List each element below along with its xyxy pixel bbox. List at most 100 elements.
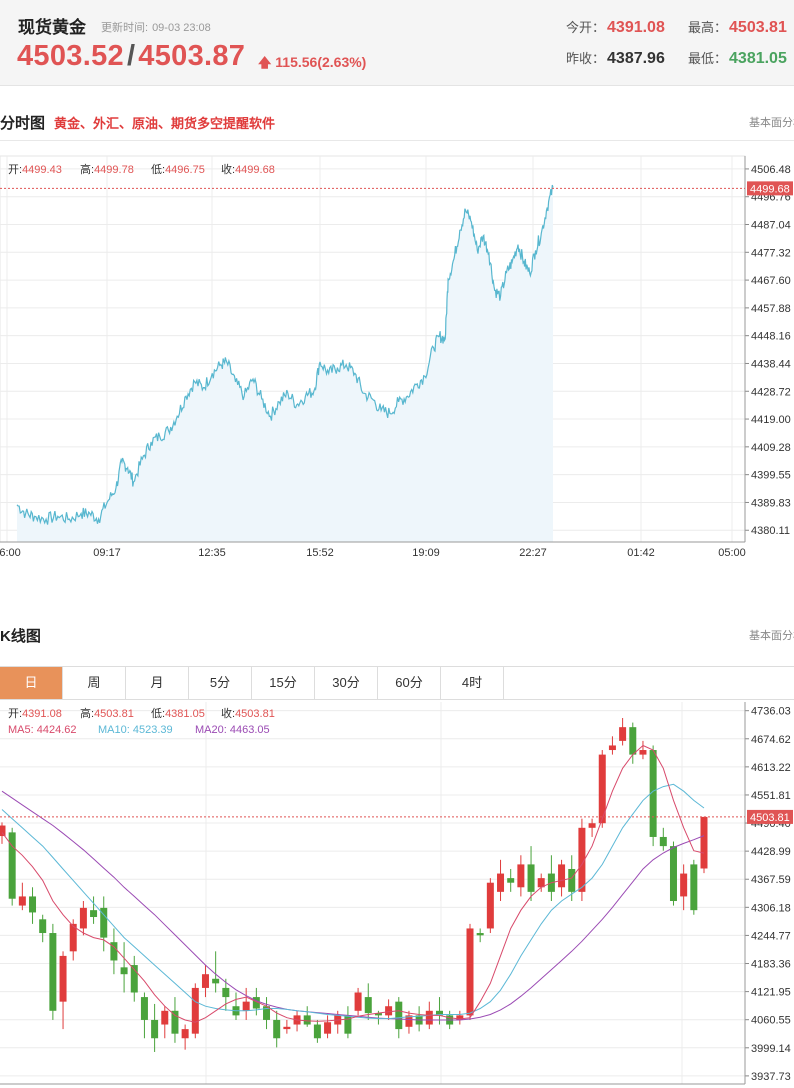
kline-fundamental-link[interactable]: 基本面分析 — [749, 630, 794, 642]
candle-body — [385, 1006, 393, 1016]
candle — [608, 736, 616, 755]
tab-4h[interactable]: 4时 — [441, 667, 504, 699]
candle-body — [568, 868, 576, 892]
candle-body — [517, 864, 525, 888]
update-time: 更新时间: 09-03 23:08 — [101, 19, 211, 35]
y-tick-label: 4419.00 — [751, 414, 791, 426]
y-tick-label: 4409.28 — [751, 442, 791, 454]
candle-body — [588, 823, 596, 828]
intraday-price-line — [16, 184, 554, 525]
candle — [293, 1010, 301, 1032]
candle — [303, 1006, 311, 1027]
candle-body — [364, 997, 372, 1014]
kline-title: K线图 — [0, 628, 41, 645]
candle — [659, 827, 667, 851]
candle — [537, 873, 545, 892]
tab-month[interactable]: 月 — [126, 667, 189, 699]
candle — [161, 1006, 169, 1039]
candle — [283, 1019, 291, 1034]
y-tick-label: 4477.32 — [751, 247, 791, 259]
x-tick-label: 06:00 — [0, 547, 21, 559]
x-tick-label: 12:35 — [198, 547, 226, 559]
last-close-label: 4503.81 — [750, 812, 790, 824]
y-tick-label: 3999.14 — [751, 1043, 791, 1055]
candle — [497, 859, 505, 902]
candle — [273, 1010, 281, 1048]
candle-body — [79, 907, 87, 929]
candle — [476, 928, 484, 943]
candle — [344, 1006, 352, 1039]
y-tick-label: 4428.99 — [751, 846, 791, 858]
svg-text:开:4499.43: 开:4499.43 — [8, 164, 62, 176]
svg-text:高:4499.78: 高:4499.78 — [80, 162, 134, 176]
candle — [558, 859, 566, 897]
kline-chart[interactable]: 4736.034674.624613.224551.814490.404428.… — [0, 700, 794, 1088]
y-tick-label: 4060.55 — [751, 1015, 791, 1027]
candle — [79, 901, 87, 936]
candle — [263, 997, 271, 1030]
y-tick-label: 4389.83 — [751, 497, 791, 509]
y-tick-label: 4306.18 — [751, 902, 791, 914]
section-divider — [0, 140, 794, 141]
ma20-line — [1, 790, 705, 1021]
ask-price: 4503.87 — [138, 40, 246, 72]
tab-5min[interactable]: 5分 — [189, 667, 252, 699]
candle-body — [252, 997, 260, 1009]
low-stat: 最低： 4381.05 — [688, 50, 787, 67]
candle-body — [273, 1019, 281, 1039]
candle-body — [100, 907, 108, 938]
last-close-tag: 4503.81 — [747, 809, 793, 824]
candle-body — [161, 1010, 169, 1025]
ma10-line — [1, 783, 705, 1020]
candle — [110, 928, 118, 975]
candle-body — [140, 997, 148, 1020]
candle-body — [395, 1001, 403, 1030]
svg-text:低:4381.05: 低:4381.05 — [151, 707, 205, 720]
candle-body — [639, 750, 647, 755]
prev-close-stat: 昨收： 4387.96 — [566, 50, 665, 67]
candle-body — [222, 987, 230, 998]
candle-body — [313, 1024, 321, 1039]
candle — [629, 722, 637, 764]
promo-link[interactable]: 黄金、外汇、原油、期货多空提醒软件 — [54, 116, 276, 131]
candle — [354, 987, 362, 1016]
y-tick-label: 4244.77 — [751, 930, 791, 942]
x-tick-label: 19:09 — [412, 547, 440, 559]
candle — [8, 827, 16, 906]
candle — [29, 887, 37, 924]
tab-60min[interactable]: 60分 — [378, 667, 441, 699]
candle-body — [649, 750, 657, 837]
candle-body — [425, 1010, 433, 1025]
tab-15min[interactable]: 15分 — [252, 667, 315, 699]
candle-body — [242, 1001, 250, 1011]
candle-body — [212, 978, 220, 984]
candle — [201, 965, 209, 998]
candle — [324, 1015, 332, 1039]
candle — [700, 816, 708, 874]
fundamental-link[interactable]: 基本面分析 — [749, 117, 794, 129]
candle — [619, 718, 627, 746]
candle-body — [619, 727, 627, 741]
tab-30min[interactable]: 30分 — [315, 667, 378, 699]
candle — [486, 878, 494, 934]
candle — [415, 1006, 423, 1032]
tab-day[interactable]: 日 — [0, 667, 63, 699]
candle — [669, 841, 677, 906]
candle-body — [344, 1015, 352, 1034]
candle-body — [466, 928, 474, 1016]
candle-body — [130, 965, 138, 993]
y-tick-label: 4428.72 — [751, 386, 791, 398]
x-tick-label: 05:00 — [718, 547, 746, 559]
tab-week[interactable]: 周 — [63, 667, 126, 699]
svg-text:高:4503.81: 高:4503.81 — [80, 706, 134, 720]
intraday-chart[interactable]: 4506.484496.764487.044477.324467.604457.… — [0, 150, 794, 570]
candle — [100, 896, 108, 952]
y-tick-label: 4183.36 — [751, 959, 791, 971]
candle-body — [0, 825, 6, 837]
candle — [690, 859, 698, 915]
y-tick-label: 4467.60 — [751, 275, 791, 287]
candle — [639, 740, 647, 760]
candle-body — [435, 1010, 443, 1016]
candle-body — [476, 933, 484, 936]
price-change: 🡅 115.56(2.63%) — [258, 54, 367, 70]
